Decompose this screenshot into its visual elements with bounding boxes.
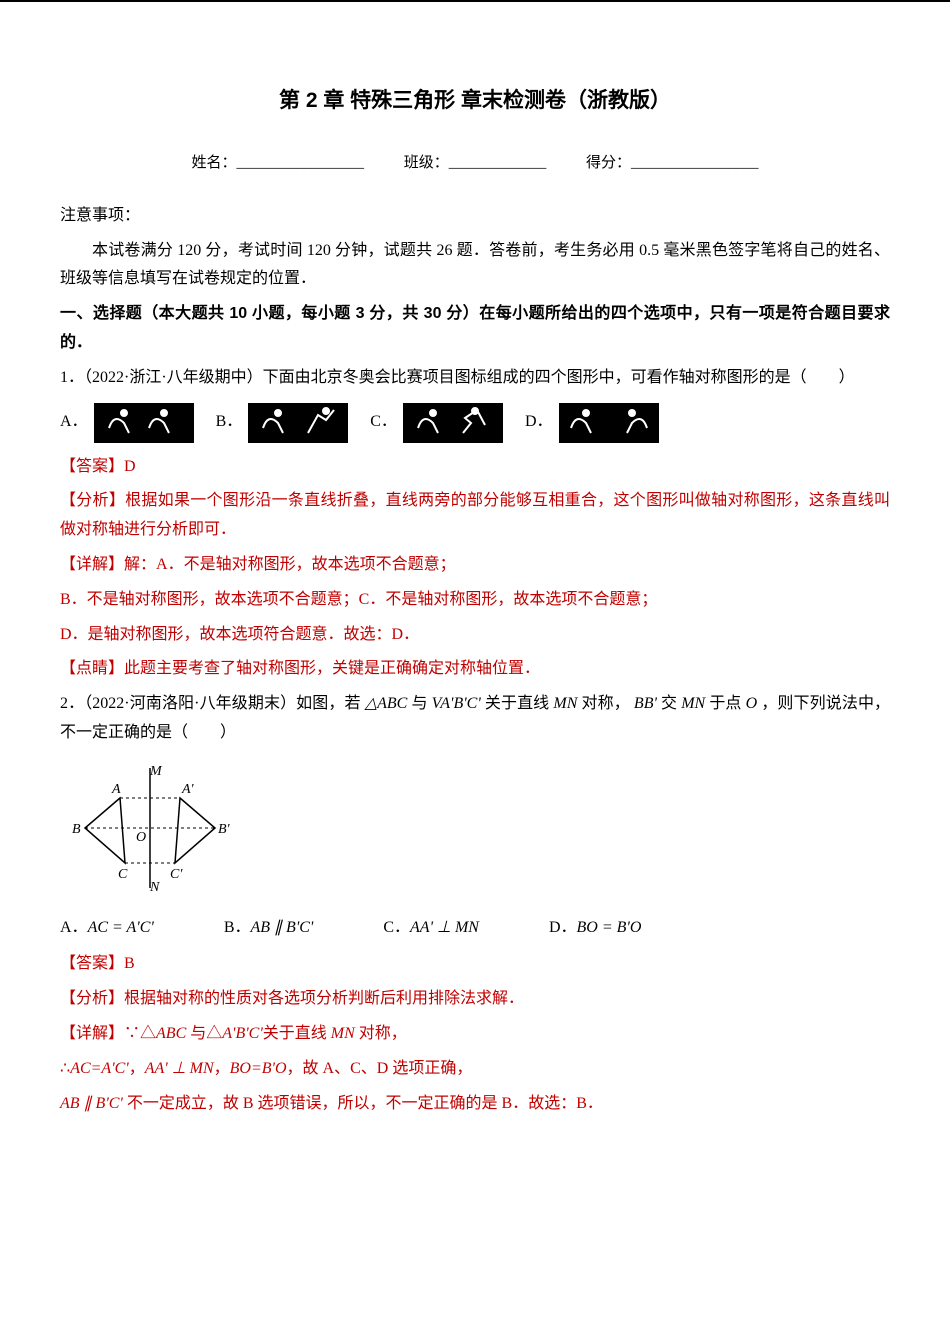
q1-answer: 【答案】D	[60, 453, 890, 482]
q2-math: △ABC	[365, 695, 408, 712]
m: AA' ⊥ MN	[145, 1060, 214, 1077]
q2-options: A．AC = A'C' B．AB ∥ B'C' C．AA' ⊥ MN D．BO …	[60, 914, 890, 943]
svg-text:A': A'	[181, 782, 195, 797]
q1-optB-label: B．	[216, 408, 243, 437]
opt-label: A．	[60, 919, 88, 936]
q2-text: 关于直线	[485, 695, 549, 712]
t: ，故 A、C、D 选项正确，	[287, 1060, 473, 1077]
q2-answer: 【答案】B	[60, 950, 890, 979]
svg-text:A: A	[111, 782, 121, 797]
q1-optA-label: A．	[60, 408, 88, 437]
q2-text: 于点	[709, 695, 741, 712]
t: 与△	[186, 1025, 222, 1042]
figure-icon	[94, 403, 194, 443]
svg-text:B': B'	[218, 822, 230, 837]
t: ∵△	[124, 1025, 156, 1042]
page-title: 第 2 章 特殊三角形 章末检测卷（浙教版）	[60, 82, 890, 120]
q2-stem: 2．（2022·河南洛阳·八年级期末）如图，若 △ABC 与 VA'B'C' 关…	[60, 690, 890, 748]
t: 不一定成立，故 B 选项错误，所以，不一定正确的是 B．故选：B．	[123, 1095, 603, 1112]
m: ABC	[156, 1025, 186, 1042]
analysis-label: 【分析】	[60, 990, 124, 1007]
point-text: 此题主要考查了轴对称图形，关键是正确确定对称轴位置．	[124, 660, 540, 677]
t: ∴	[60, 1060, 70, 1077]
answer-label: 【答案】	[60, 955, 124, 972]
svg-text:C: C	[118, 867, 128, 882]
detail-label: 【详解】	[60, 556, 124, 573]
q1-optD-label: D．	[525, 408, 553, 437]
q2-math: BB'	[634, 695, 657, 712]
q2-option-a: A．AC = A'C'	[60, 914, 154, 943]
name-field-label: 姓名：_________________	[191, 155, 364, 171]
figure-icon	[559, 403, 659, 443]
q1-options: A． B．	[60, 403, 890, 443]
detail-text: 解：A．不是轴对称图形，故本选项不合题意；	[124, 556, 456, 573]
opt-label: B．	[224, 919, 251, 936]
svg-text:N: N	[149, 880, 160, 893]
m: BO=B'O	[230, 1060, 287, 1077]
svg-text:B: B	[72, 822, 81, 837]
opt-text: BO = B'O	[577, 919, 642, 936]
q1-option-c: C．	[370, 403, 509, 443]
q1-option-a: A．	[60, 403, 200, 443]
q2-detail2: ∴AC=A'C'，AA' ⊥ MN，BO=B'O，故 A、C、D 选项正确，	[60, 1055, 890, 1084]
t: ，	[129, 1060, 145, 1077]
m: MN	[331, 1025, 355, 1042]
m: AC=A'C'	[70, 1060, 129, 1077]
score-field-label: 得分：_________________	[586, 155, 759, 171]
q2-text: 与	[411, 695, 427, 712]
q1-option-d: D．	[525, 403, 665, 443]
q1-optC-label: C．	[370, 408, 397, 437]
form-line: 姓名：_________________ 班级：_____________ 得分…	[60, 150, 890, 177]
section1-heading: 一、选择题（本大题共 10 小题，每小题 3 分，共 30 分）在每小题所给出的…	[60, 300, 890, 358]
answer-value: D	[124, 458, 136, 475]
q2-detail1: 【详解】∵△ABC 与△A'B'C'关于直线 MN 对称，	[60, 1020, 890, 1049]
svg-text:O: O	[136, 830, 146, 845]
opt-label: D．	[549, 919, 577, 936]
notice-body: 本试卷满分 120 分，考试时间 120 分钟，试题共 26 题．答卷前，考生务…	[60, 237, 890, 295]
detail-label: 【详解】	[60, 1025, 124, 1042]
notice-heading: 注意事项：	[60, 202, 890, 231]
m: A'B'C'	[222, 1025, 262, 1042]
t: 对称，	[355, 1025, 407, 1042]
answer-value: B	[124, 955, 135, 972]
q2-text: 交	[661, 695, 677, 712]
q2-math: O	[746, 695, 758, 712]
opt-text: AC = A'C'	[88, 919, 154, 936]
q2-option-c: C．AA' ⊥ MN	[383, 914, 479, 943]
q1-analysis: 【分析】根据如果一个图形沿一条直线折叠，直线两旁的部分能够互相重合，这个图形叫做…	[60, 487, 890, 545]
q2-figure: M N A A' B B' C C' O	[70, 763, 890, 904]
q2-option-d: D．BO = B'O	[549, 914, 641, 943]
q1-point: 【点睛】此题主要考查了轴对称图形，关键是正确确定对称轴位置．	[60, 655, 890, 684]
svg-text:C': C'	[170, 867, 183, 882]
t: 关于直线	[263, 1025, 331, 1042]
figure-icon	[248, 403, 348, 443]
opt-text: AB ∥ B'C'	[251, 919, 314, 936]
q2-math: MN	[681, 695, 705, 712]
point-label: 【点睛】	[60, 660, 124, 677]
q1-stem: 1．（2022·浙江·八年级期中）下面由北京冬奥会比赛项目图标组成的四个图形中，…	[60, 364, 890, 393]
q1-option-b: B．	[216, 403, 355, 443]
analysis-text: 根据轴对称的性质对各选项分析判断后利用排除法求解．	[124, 990, 524, 1007]
answer-label: 【答案】	[60, 458, 124, 475]
opt-label: C．	[383, 919, 410, 936]
figure-icon	[403, 403, 503, 443]
q1-detail-bc: B．不是轴对称图形，故本选项不合题意；C．不是轴对称图形，故本选项不合题意；	[60, 586, 890, 615]
q2-text: 2．（2022·河南洛阳·八年级期末）如图，若	[60, 695, 361, 712]
q2-detail3: AB ∥ B'C' 不一定成立，故 B 选项错误，所以，不一定正确的是 B．故选…	[60, 1090, 890, 1119]
q1-detail-a: 【详解】解：A．不是轴对称图形，故本选项不合题意；	[60, 551, 890, 580]
analysis-label: 【分析】	[60, 492, 125, 509]
analysis-text: 根据如果一个图形沿一条直线折叠，直线两旁的部分能够互相重合，这个图形叫做轴对称图…	[60, 492, 890, 538]
svg-text:M: M	[149, 764, 163, 779]
class-field-label: 班级：_____________	[404, 155, 547, 171]
q2-math: MN	[553, 695, 577, 712]
q2-math: VA'B'C'	[432, 695, 481, 712]
q2-analysis: 【分析】根据轴对称的性质对各选项分析判断后利用排除法求解．	[60, 985, 890, 1014]
q2-option-b: B．AB ∥ B'C'	[224, 914, 314, 943]
page: 第 2 章 特殊三角形 章末检测卷（浙教版） 姓名：______________…	[0, 0, 950, 1184]
opt-text: AA' ⊥ MN	[410, 919, 479, 936]
q2-text: 对称，	[582, 695, 630, 712]
m: AB ∥ B'C'	[60, 1095, 123, 1112]
q1-detail-d: D．是轴对称图形，故本选项符合题意．故选：D．	[60, 621, 890, 650]
t: ，	[214, 1060, 230, 1077]
